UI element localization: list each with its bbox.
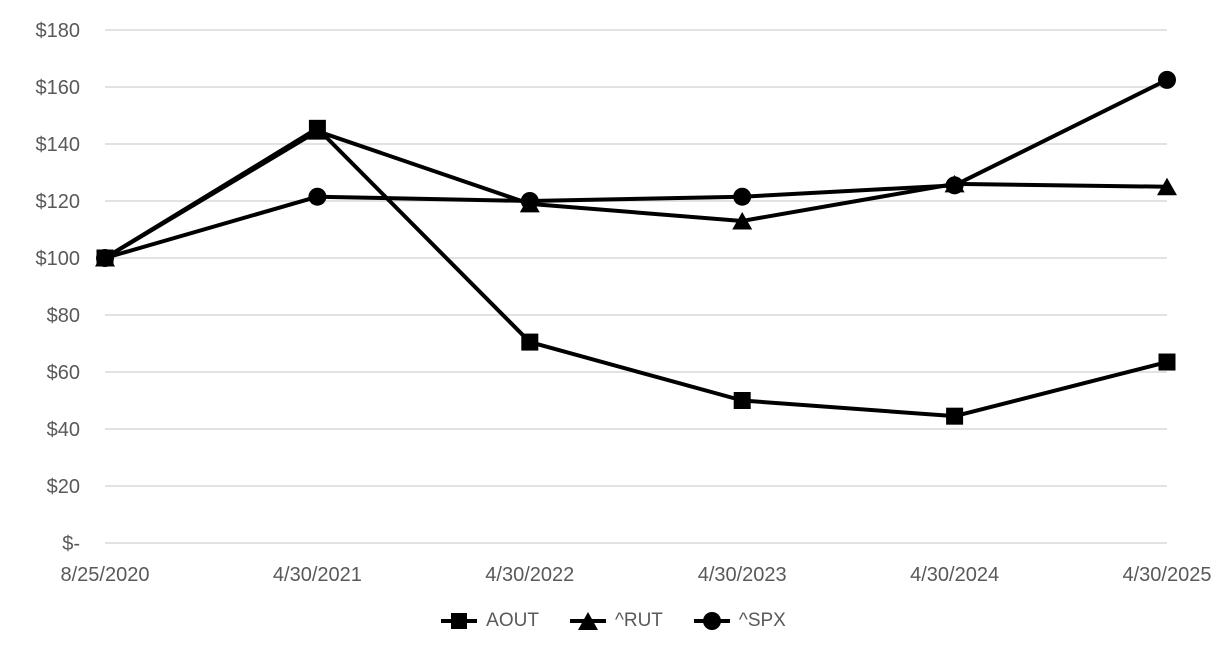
legend-label-spx: ^SPX — [738, 610, 786, 631]
x-axis-tick-label: 4/30/2023 — [698, 564, 787, 586]
data-point-square-aout — [733, 392, 751, 409]
x-axis-tick-label: 4/30/2025 — [1123, 564, 1212, 586]
data-point-circle-spx — [1158, 70, 1176, 89]
y-axis-tick-label: $100 — [36, 248, 81, 270]
data-point-circle-spx — [733, 187, 752, 206]
series-line-spx — [103, 77, 1169, 260]
series-line-aout — [103, 126, 1169, 419]
x-axis-tick-label: 4/30/2022 — [485, 564, 574, 586]
legend-marker-triangle-icon — [569, 612, 606, 630]
data-point-square-aout — [1158, 353, 1176, 371]
y-axis-tick-label: $20 — [47, 476, 80, 498]
data-point-circle-spx — [520, 192, 539, 210]
y-axis-tick-label: $140 — [36, 134, 81, 156]
data-point-square-aout — [521, 333, 539, 351]
y-axis-tick-label: $180 — [36, 20, 81, 42]
y-axis-tick-label: $40 — [47, 419, 80, 441]
series-line-rut — [103, 129, 1169, 260]
legend-label-rut: ^RUT — [614, 610, 663, 631]
performance-line-chart: $180 $160 $140 $120 $100 $80 $60 $40 $20 $- 8/25/2… — [36, 20, 1212, 586]
legend-item-spx: ^SPX — [693, 610, 786, 632]
legend-item-aout: AOUT — [440, 610, 539, 632]
data-point-square-aout — [946, 407, 964, 425]
x-axis-tick-label: 4/30/2024 — [910, 564, 999, 586]
y-axis-tick-label: $- — [62, 533, 80, 555]
data-point-circle-spx — [308, 187, 327, 206]
data-point-circle-spx — [945, 176, 964, 195]
y-axis-tick-label: $160 — [36, 77, 81, 99]
data-point-triangle-rut — [1157, 177, 1177, 196]
chart-legend: AOUT ^RUT ^SPX — [0, 610, 1226, 632]
data-point-triangle-rut — [732, 211, 753, 230]
legend-marker-circle-icon — [693, 612, 730, 630]
y-axis-tick-label: $120 — [36, 191, 81, 213]
x-axis-tick-label: 4/30/2021 — [273, 564, 362, 586]
data-point-circle-spx — [96, 249, 114, 267]
y-axis-tick-label: $60 — [47, 362, 80, 384]
legend-item-rut: ^RUT — [569, 610, 663, 632]
y-axis-tick-label: $80 — [47, 305, 80, 327]
legend-marker-square-icon — [441, 613, 478, 629]
x-axis-tick-label: 8/25/2020 — [61, 564, 150, 586]
legend-label-aout: AOUT — [486, 610, 539, 631]
data-point-triangle-rut — [307, 122, 328, 140]
